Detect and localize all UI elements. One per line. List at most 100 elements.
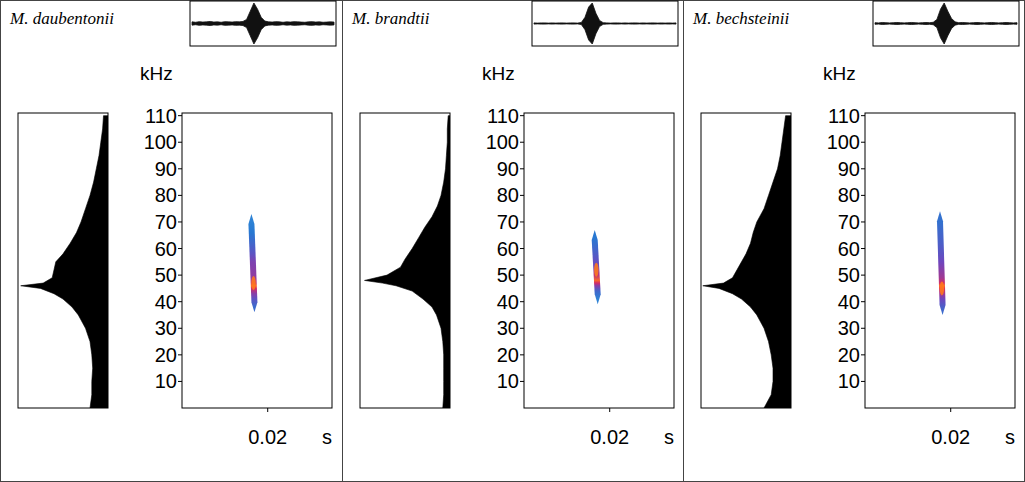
spectrogram-group — [248, 214, 257, 312]
y-tick-label: 20 — [155, 344, 177, 366]
axis-title: kHz — [482, 63, 515, 84]
y-tick — [520, 221, 524, 222]
y-tick — [861, 195, 865, 196]
axis-title: kHz — [823, 63, 856, 84]
spectrum-frame — [18, 113, 108, 408]
waveform-frame — [190, 1, 336, 46]
call-peak — [940, 281, 944, 295]
y-tick-label: 10 — [155, 370, 177, 392]
waveform — [192, 3, 334, 44]
x-tick — [267, 408, 268, 412]
x-tick-label: 0.02 — [590, 426, 629, 448]
power-spectrum — [365, 116, 451, 408]
y-tick-label: 110 — [828, 105, 860, 127]
y-tick-label: 80 — [497, 184, 519, 206]
panel-divider — [683, 0, 684, 482]
y-tick-label: 90 — [838, 158, 860, 180]
y-tick — [861, 275, 865, 276]
spectrum-group — [21, 116, 108, 408]
panel: M. brandtiikHz1020304050607080901001100.… — [351, 1, 678, 448]
y-tick — [520, 168, 524, 169]
call-trace — [592, 230, 601, 304]
y-tick-label: 40 — [155, 291, 177, 313]
figure: M. daubentonii kHz 10 20 30 40 50 60 70 80 90 100 11… — [0, 0, 1025, 482]
panel: M. bechsteiniikHz10203040506070809010011… — [692, 1, 1019, 448]
y-tick — [178, 221, 182, 222]
y-tick-label: 40 — [497, 291, 519, 313]
spectrogram-group — [937, 211, 946, 315]
spectrum-group — [703, 116, 791, 408]
axis-title: s — [664, 426, 674, 448]
axis-title: s — [1005, 426, 1015, 448]
spectrogram-frame — [865, 113, 1015, 408]
y-tick — [520, 115, 524, 116]
y-tick — [520, 301, 524, 302]
y-tick — [861, 354, 865, 355]
y-tick — [861, 142, 865, 143]
waveform-frame — [532, 1, 678, 46]
y-tick — [520, 142, 524, 143]
panel-divider — [342, 0, 343, 482]
spectrum-frame — [701, 113, 791, 408]
y-tick — [520, 275, 524, 276]
y-tick-label: 60 — [497, 238, 519, 260]
y-tick-label: 110 — [145, 105, 177, 127]
power-spectrum — [703, 116, 791, 408]
y-tick — [178, 354, 182, 355]
axis-title: s — [322, 426, 332, 448]
x-tick-label: 0.02 — [248, 426, 287, 448]
y-tick-label: 110 — [487, 105, 519, 127]
panel: M. daubentoniikHz10203040506070809010011… — [9, 1, 336, 448]
y-tick — [178, 195, 182, 196]
y-tick — [178, 328, 182, 329]
y-tick-label: 100 — [144, 131, 177, 153]
call-trace — [937, 211, 946, 315]
x-tick — [609, 408, 610, 412]
spectrogram-frame — [182, 113, 332, 408]
y-tick-label: 50 — [497, 264, 519, 286]
y-tick-label: 40 — [838, 291, 860, 313]
power-spectrum — [21, 116, 108, 408]
panel-title: M. daubentonii — [9, 9, 114, 28]
y-tick-label: 70 — [838, 211, 860, 233]
spectrum-group — [365, 116, 451, 408]
y-tick-label: 70 — [497, 211, 519, 233]
call-peak — [251, 276, 255, 290]
y-tick — [178, 115, 182, 116]
y-tick-label: 60 — [838, 238, 860, 260]
x-tick-label: 0.02 — [931, 426, 970, 448]
axis-title: kHz — [140, 63, 173, 84]
y-tick — [861, 381, 865, 382]
y-tick — [178, 301, 182, 302]
call-trace — [248, 214, 257, 312]
y-tick — [178, 275, 182, 276]
y-tick — [178, 142, 182, 143]
y-tick — [178, 168, 182, 169]
y-tick — [861, 301, 865, 302]
y-tick — [861, 248, 865, 249]
x-tick — [950, 408, 951, 412]
y-tick — [520, 248, 524, 249]
waveform — [875, 3, 1017, 44]
y-tick — [520, 354, 524, 355]
y-tick-label: 90 — [497, 158, 519, 180]
y-tick — [861, 328, 865, 329]
spectrogram-frame — [524, 113, 674, 408]
y-tick — [861, 115, 865, 116]
call-peak — [594, 263, 598, 277]
y-tick-label: 30 — [155, 317, 177, 339]
figure-frame — [1, 1, 1025, 482]
y-tick-label: 20 — [497, 344, 519, 366]
y-tick — [178, 381, 182, 382]
panel-title: M. brandtii — [351, 9, 430, 28]
y-tick-label: 100 — [827, 131, 860, 153]
waveform — [534, 3, 676, 44]
panel-title: M. bechsteinii — [692, 9, 790, 28]
y-tick-label: 80 — [838, 184, 860, 206]
waveform-frame — [873, 1, 1019, 46]
y-tick-label: 100 — [486, 131, 519, 153]
y-tick — [520, 328, 524, 329]
spectrum-frame — [360, 113, 450, 408]
y-tick — [861, 221, 865, 222]
y-tick-label: 20 — [838, 344, 860, 366]
